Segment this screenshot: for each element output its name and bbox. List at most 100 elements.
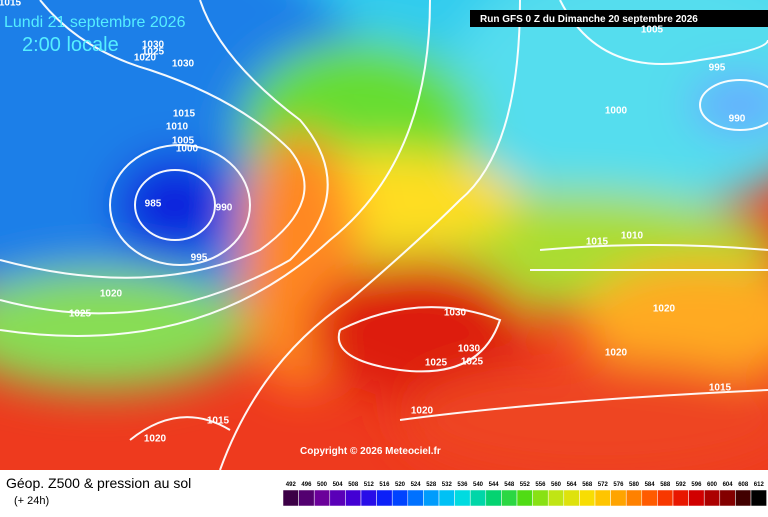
scale-label: 520 bbox=[395, 482, 406, 488]
isobar-label: 985 bbox=[145, 199, 162, 210]
isobar-label: 1030 bbox=[458, 344, 481, 355]
scale-label: 584 bbox=[645, 482, 656, 488]
scale-swatch bbox=[641, 489, 658, 507]
scale-label: 612 bbox=[754, 482, 765, 488]
isobar-label: 1020 bbox=[605, 348, 628, 359]
isobar-label: 1015 bbox=[586, 237, 609, 248]
scale-swatch bbox=[532, 489, 549, 507]
scale-label: 524 bbox=[411, 482, 422, 488]
scale-swatch bbox=[485, 489, 502, 507]
scale-label: 588 bbox=[660, 482, 671, 488]
scale-label: 560 bbox=[551, 482, 562, 488]
isobar-label: 1025 bbox=[461, 357, 484, 368]
run-box bbox=[470, 10, 768, 27]
scale-swatch bbox=[750, 489, 767, 507]
isobar-label: 1020 bbox=[653, 304, 676, 315]
scale-swatch bbox=[594, 489, 611, 507]
isobar-label: 1030 bbox=[142, 40, 165, 51]
date-text: Lundi 21 septembre 2026 bbox=[4, 14, 186, 31]
scale-swatch bbox=[298, 489, 315, 507]
scale-swatch bbox=[313, 489, 331, 507]
scale-label: 540 bbox=[473, 482, 484, 488]
scale-swatch bbox=[657, 489, 674, 507]
isobar-label: 1020 bbox=[144, 434, 167, 445]
scale-swatch bbox=[454, 489, 471, 507]
isobar-label: 1010 bbox=[621, 231, 644, 242]
scale-label: 536 bbox=[457, 482, 468, 488]
scale-swatch bbox=[407, 489, 424, 507]
color-scale: 492 496 500 504 508 512 516 520 524 528 532 536 540 5… bbox=[282, 482, 767, 507]
scale-swatch bbox=[438, 489, 455, 507]
scale-swatch bbox=[625, 489, 643, 507]
isobar-label: 1015 bbox=[207, 416, 230, 427]
scale-label: 548 bbox=[504, 482, 515, 488]
isobar-label: 990 bbox=[216, 203, 233, 214]
scale-swatch bbox=[376, 489, 393, 507]
isobar-label: 1030 bbox=[172, 59, 195, 70]
scale-label: 500 bbox=[317, 482, 328, 488]
scale-swatch bbox=[719, 489, 736, 507]
scale-label: 516 bbox=[379, 482, 390, 488]
scale-label: 532 bbox=[442, 482, 453, 488]
isobar-label: 1020 bbox=[134, 53, 157, 64]
scale-swatch bbox=[501, 489, 518, 507]
scale-label: 568 bbox=[582, 482, 593, 488]
scale-swatch bbox=[579, 489, 596, 507]
scale-swatch bbox=[345, 489, 362, 507]
scale-label: 552 bbox=[520, 482, 531, 488]
scale-label: 492 bbox=[286, 482, 297, 488]
scale-swatch bbox=[735, 489, 752, 507]
isobar-label: 1010 bbox=[166, 122, 189, 133]
scale-swatch bbox=[360, 489, 377, 507]
scale-label: 504 bbox=[333, 482, 344, 488]
scale-label: 556 bbox=[535, 482, 546, 488]
scale-swatch bbox=[563, 489, 580, 507]
scale-swatch bbox=[610, 489, 627, 507]
scale-swatch bbox=[469, 489, 487, 507]
scale-label: 604 bbox=[723, 482, 734, 488]
scale-label: 496 bbox=[301, 482, 312, 488]
field bbox=[0, 0, 768, 470]
scale-swatch bbox=[329, 489, 346, 507]
scale-swatch bbox=[282, 489, 299, 507]
isobar-label: 1030 bbox=[444, 308, 467, 319]
isobar-label: 1015 bbox=[709, 383, 732, 394]
scale-swatch bbox=[703, 489, 721, 507]
footer-lead: (+ 24h) bbox=[14, 495, 49, 507]
scale-swatch bbox=[516, 489, 533, 507]
isobar-labels: 1015100599599010001030102510201030101510… bbox=[0, 0, 746, 445]
scale-label: 592 bbox=[676, 482, 687, 488]
scale-label: 596 bbox=[691, 482, 702, 488]
copyright: Copyright © 2026 Meteociel.fr bbox=[300, 446, 441, 457]
isobar-label: 1025 bbox=[69, 309, 92, 320]
scale-label: 512 bbox=[364, 482, 375, 488]
isobar-label: 1005 bbox=[172, 136, 195, 147]
isobar-label: 1005 bbox=[641, 25, 664, 36]
isobar-label: 1020 bbox=[411, 406, 434, 417]
isobar-label: 1000 bbox=[605, 106, 628, 117]
scale-label: 544 bbox=[489, 482, 500, 488]
scale-label: 608 bbox=[738, 482, 749, 488]
scale-label: 564 bbox=[567, 482, 578, 488]
scale-swatch bbox=[688, 489, 705, 507]
scale-swatch bbox=[547, 489, 565, 507]
isobar-label: 1000 bbox=[176, 144, 199, 155]
scale-label: 600 bbox=[707, 482, 718, 488]
isobar-label: 1020 bbox=[100, 289, 123, 300]
scale-label: 572 bbox=[598, 482, 609, 488]
scale-label: 580 bbox=[629, 482, 640, 488]
footer-title: Géop. Z500 & pression au sol bbox=[6, 475, 191, 491]
isobar-label: 990 bbox=[729, 114, 746, 125]
scale-label: 508 bbox=[348, 482, 359, 488]
isobar-label: 1025 bbox=[142, 47, 165, 58]
scale-label: 576 bbox=[613, 482, 624, 488]
isobar-label: 995 bbox=[709, 63, 726, 74]
run-text: Run GFS 0 Z du Dimanche 20 septembre 202… bbox=[480, 14, 698, 25]
scale-label: 528 bbox=[426, 482, 437, 488]
isobar-label: 1015 bbox=[0, 0, 22, 9]
isobar-label: 1015 bbox=[173, 109, 196, 120]
scale-swatch bbox=[391, 489, 409, 507]
time-text: 2:00 locale bbox=[22, 34, 119, 56]
isobar-label: 995 bbox=[191, 253, 208, 264]
